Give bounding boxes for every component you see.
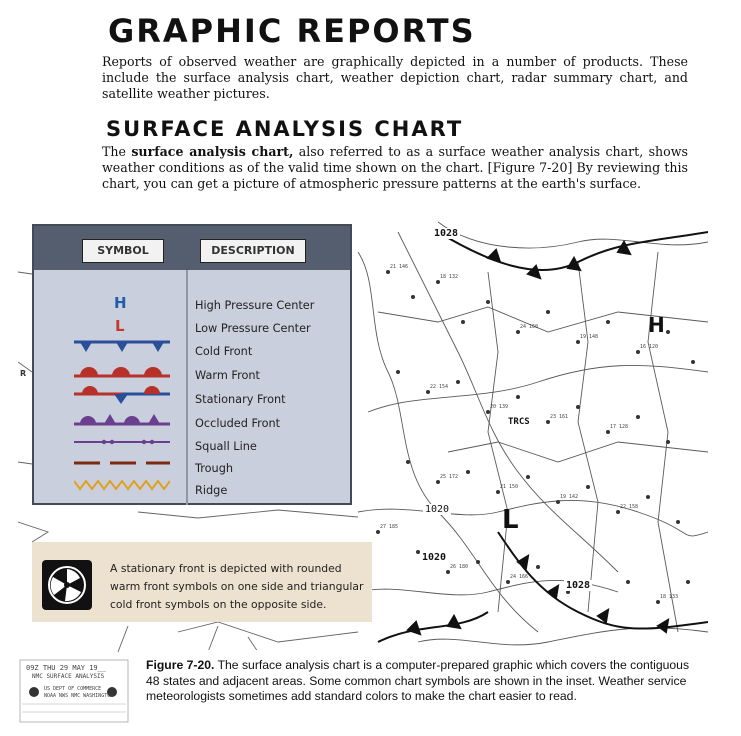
figure-caption: Figure 7-20. The surface analysis chart …	[146, 658, 701, 705]
legend-item: Stationary Front	[195, 393, 286, 406]
legend-item: Warm Front	[195, 369, 260, 382]
figure-7-20: 21 146 18 132 24 160 19 148 16 120 22 154 20…	[18, 212, 708, 724]
stationary-front-icon	[74, 386, 170, 404]
weather-map: 21 146 18 132 24 160 19 148 16 120 22 154 20…	[18, 221, 708, 653]
legend-inset: SYMBOL DESCRIPTION H L	[32, 224, 352, 505]
trough-icon	[74, 461, 170, 465]
svg-text:22 158: 22 158	[620, 504, 638, 510]
section-rest: also referred to as a surface weather an…	[102, 144, 688, 191]
page-title: GRAPHIC REPORTS	[108, 12, 476, 50]
high-pressure-symbol: H	[114, 294, 127, 312]
svg-text:18 132: 18 132	[440, 274, 458, 280]
svg-text:17 128: 17 128	[610, 424, 628, 430]
map-isobar-label: 1020	[420, 552, 449, 563]
caption-text: The surface analysis chart is a computer…	[146, 658, 690, 703]
svg-text:21 146: 21 146	[390, 264, 408, 270]
svg-text:19 148: 19 148	[580, 334, 598, 340]
section-title: SURFACE ANALYSIS CHART	[106, 117, 464, 141]
map-station-label: TRCS	[506, 417, 532, 427]
legend-item: Occluded Front	[195, 417, 281, 430]
stationary-front-note: A stationary front is depicted with roun…	[32, 542, 372, 622]
svg-text:19 142: 19 142	[560, 494, 578, 500]
chart-stamp: 09Z THU 29 MAY 19__ NMC SURFACE ANALYSIS…	[18, 652, 138, 724]
ridge-icon	[74, 479, 170, 491]
stamp-line: NOAA NWS NMC WASHINGTON	[44, 693, 114, 699]
figure-caption-box: Figure 7-20. The surface analysis chart …	[146, 650, 708, 724]
caption-label: Figure 7-20.	[146, 658, 215, 672]
squall-line-icon	[74, 439, 170, 445]
legend-item: Cold Front	[195, 345, 253, 358]
stamp-line: NMC SURFACE ANALYSIS	[32, 673, 105, 680]
section-lead: The	[102, 144, 132, 159]
svg-text:21 150: 21 150	[500, 484, 518, 490]
svg-text:R: R	[20, 369, 26, 378]
occluded-front-icon	[74, 414, 170, 426]
svg-text:24 160: 24 160	[520, 324, 538, 330]
svg-text:27 185: 27 185	[380, 524, 398, 530]
section-paragraph: The surface analysis chart, also referre…	[102, 144, 688, 192]
legend-header: SYMBOL DESCRIPTION	[34, 226, 350, 270]
svg-text:26 180: 26 180	[450, 564, 468, 570]
svg-text:25 172: 25 172	[440, 474, 458, 480]
stamp-line: 09Z THU 29 MAY 19__	[26, 664, 107, 672]
flight-logo-icon	[42, 560, 92, 610]
symbol-header: SYMBOL	[82, 239, 164, 263]
svg-text:22 154: 22 154	[430, 384, 448, 390]
svg-text:23 161: 23 161	[550, 414, 568, 420]
svg-text:16 120: 16 120	[640, 344, 658, 350]
legend-item: Ridge	[195, 484, 228, 497]
svg-text:20 139: 20 139	[490, 404, 508, 410]
intro-paragraph: Reports of observed weather are graphica…	[102, 54, 688, 101]
warm-front-icon	[74, 367, 170, 378]
map-isobar-label: 1020	[423, 504, 452, 515]
svg-text:H: H	[648, 313, 665, 337]
legend-divider	[186, 270, 188, 505]
map-isobar-label: 1028	[432, 228, 461, 239]
cold-front-icon	[74, 340, 170, 352]
svg-text:L: L	[502, 505, 519, 535]
legend-item: High Pressure Center	[195, 299, 315, 312]
legend-item: Low Pressure Center	[195, 322, 311, 335]
svg-text:18 133: 18 133	[660, 594, 678, 600]
svg-text:24 166: 24 166	[510, 574, 528, 580]
legend-item: Squall Line	[195, 440, 257, 453]
map-isobar-label: 1028	[564, 580, 593, 591]
section-term: surface analysis chart,	[131, 144, 294, 159]
note-text: A stationary front is depicted with roun…	[110, 562, 364, 611]
low-pressure-symbol: L	[115, 317, 125, 335]
legend-item: Trough	[195, 462, 234, 475]
stamp-line: US DEPT OF COMMERCE	[44, 686, 102, 692]
description-header: DESCRIPTION	[200, 239, 306, 263]
